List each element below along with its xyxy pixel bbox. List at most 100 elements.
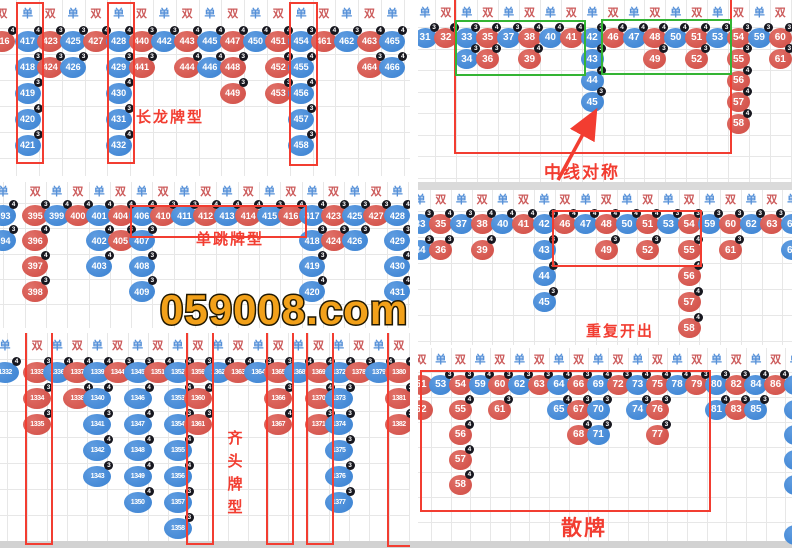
ball-number: 1365 xyxy=(271,368,286,376)
result-ball: 1341 3 xyxy=(83,408,114,435)
result-ball: 48 4 xyxy=(594,209,620,234)
result-ball: 65 4 xyxy=(547,394,573,420)
ball-number: 35 xyxy=(482,32,494,44)
ball-number: 33 xyxy=(461,32,473,44)
ball-number: 48 xyxy=(649,32,661,44)
result-ball: 449 3 xyxy=(219,77,248,104)
ball-number: 83 xyxy=(730,404,742,415)
ball-badge: 3 xyxy=(124,356,134,366)
ball-number: 1361 xyxy=(191,420,205,428)
ball-badge: 3 xyxy=(124,103,134,113)
result-ball: 458 3 xyxy=(288,129,317,156)
ball-number: 430 xyxy=(389,261,405,272)
result-ball: 55 4 xyxy=(448,394,474,420)
result-ball: 457 3 xyxy=(288,103,317,130)
ball-badge: 3 xyxy=(275,200,285,210)
ball-number: 465 xyxy=(384,36,400,46)
ball-number: 62 xyxy=(513,379,526,390)
ball-number: 64 xyxy=(787,218,792,230)
ball-badge: 4 xyxy=(124,77,134,87)
result-ball: 46 4 xyxy=(553,209,579,234)
gridline xyxy=(248,333,250,548)
column-header: 双 xyxy=(181,8,193,20)
gridline xyxy=(418,263,792,264)
result-ball: 1357 3 xyxy=(163,486,194,513)
ball-badge: 3 xyxy=(583,394,593,404)
ball-number: 36 xyxy=(482,53,494,65)
column-header: 双 xyxy=(733,7,744,19)
ball-badge: 4 xyxy=(610,209,620,218)
ball-badge: 3 xyxy=(743,44,752,54)
ball-badge: 4 xyxy=(325,356,335,366)
column-header: 双 xyxy=(370,186,382,198)
ball-badge: 3 xyxy=(405,408,410,418)
ball-badge: 3 xyxy=(238,51,248,61)
ball-badge: 3 xyxy=(784,44,792,54)
result-ball: 1360 4 xyxy=(183,382,214,409)
result-ball: 63 3 xyxy=(760,209,786,234)
ball-number: 67 xyxy=(573,404,585,415)
result-ball: 84 4 xyxy=(744,369,770,395)
ball-number: 404 xyxy=(112,210,129,221)
result-ball: 431 3 xyxy=(105,103,134,130)
ball-badge: 4 xyxy=(12,356,21,366)
result-ball: 1349 4 xyxy=(123,460,154,487)
gridline xyxy=(0,203,410,204)
result-ball: 63 3 xyxy=(527,369,553,395)
ball-badge: 4 xyxy=(617,22,627,32)
column-header: 单 xyxy=(592,354,604,366)
ball-badge: 3 xyxy=(622,369,632,379)
ball-number: 431 xyxy=(389,286,405,297)
result-ball: 401 4 xyxy=(86,200,115,227)
result-ball: 430 4 xyxy=(105,77,134,104)
result-ball xyxy=(783,474,792,495)
gridline xyxy=(175,0,177,176)
ball-number: 42 xyxy=(538,218,550,230)
gridline xyxy=(477,0,479,182)
ball-number: 425 xyxy=(347,210,363,221)
result-ball: 461 4 xyxy=(310,25,339,52)
ball-number: 396 xyxy=(27,235,43,246)
column-header: 双 xyxy=(29,186,41,198)
result-ball: 1342 4 xyxy=(83,434,114,461)
ball-badge: 4 xyxy=(602,369,612,379)
gridline xyxy=(418,134,792,136)
gridline xyxy=(0,28,410,29)
gridline xyxy=(498,0,500,182)
ball-badge: 4 xyxy=(325,382,335,392)
ball-badge: 4 xyxy=(101,25,111,35)
result-ball xyxy=(783,524,792,545)
column-header: 单 xyxy=(632,354,644,366)
ball-number: 79 xyxy=(691,379,703,390)
ball-badge: 4 xyxy=(105,250,115,260)
result-ball: 1348 4 xyxy=(123,434,154,461)
column-header: 单 xyxy=(91,340,103,352)
ball-number: 1346 xyxy=(130,394,145,402)
ball-badge: 3 xyxy=(170,25,180,35)
result-ball: 429 3 xyxy=(105,51,134,78)
result-ball: 419 3 xyxy=(14,77,43,104)
gridline xyxy=(492,190,494,345)
ball-badge: 4 xyxy=(144,408,154,418)
column-header: 单 xyxy=(455,194,467,206)
column-header: 双 xyxy=(435,194,447,206)
ball-badge: 4 xyxy=(563,394,573,404)
ball-number: 60 xyxy=(774,32,786,44)
result-ball: 68 4 xyxy=(567,419,593,445)
gridline xyxy=(450,348,452,548)
gridline xyxy=(706,348,708,548)
ball-badge: 3 xyxy=(56,25,66,35)
ball-badge: 4 xyxy=(403,250,410,260)
ball-number: 82 xyxy=(730,379,742,390)
result-ball: 3943 xyxy=(0,225,18,252)
gridline xyxy=(418,177,792,179)
ball-number: 399 xyxy=(49,210,65,221)
result-ball: 43 3 xyxy=(532,235,558,260)
ball-number: 46 xyxy=(559,218,571,230)
gridline xyxy=(6,333,8,548)
ball-badge: 4 xyxy=(528,209,537,218)
column-header: 双 xyxy=(524,7,535,19)
ball-badge: 3 xyxy=(360,225,370,235)
result-ball: 75 4 xyxy=(645,369,671,395)
